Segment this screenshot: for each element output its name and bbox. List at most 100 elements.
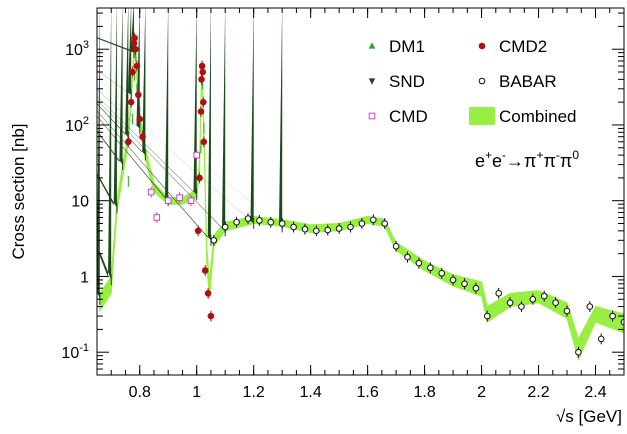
babar-point [609,312,616,320]
cmd2-point [199,68,206,76]
cmd2-point [200,98,207,106]
data-markers [97,8,624,358]
combined-band-area [99,43,624,361]
cmd-point [153,214,161,221]
combined-legend-marker [469,107,495,125]
babar-point [449,276,457,284]
babar-point [597,335,605,343]
cmd2-legend-marker [478,42,486,50]
x-tick-label: 2.2 [527,384,549,401]
legend: DM1 CMD2 SND BABAR CMD Combined [368,37,577,126]
cmd2-point [194,227,202,235]
babar-point [575,348,582,356]
x-tick-label: 1.2 [243,384,265,401]
snd-point [97,8,123,165]
babar-point [244,215,252,222]
cmd2-point [200,138,208,146]
babar-point [233,218,240,226]
babar-point [358,220,366,227]
babar-point [427,264,434,272]
babar-point [495,290,503,297]
cmd2-point [131,34,138,42]
cmd-point [187,197,195,204]
x-tick-label: 1.8 [413,384,435,401]
cmd2-point [139,133,146,140]
cmd-legend-label: CMD [389,107,428,126]
cmd2-point [135,91,142,99]
cmd2-point [207,312,215,320]
cmd2-point [197,108,205,115]
cmd2-legend-label: CMD2 [499,37,547,56]
babar-point [221,223,229,231]
babar-point [484,312,491,320]
x-tick-label: 1.6 [356,384,378,401]
y-tick-label: 10 [71,194,89,211]
babar-point [290,223,297,231]
babar-point [313,227,320,235]
cmd2-point [129,68,136,76]
x-tick-label: 2 [477,384,486,401]
babar-point [461,280,468,288]
axis-ticks: 0.8 1 1.2 1.4 1.6 1.8 2 2.2 2.4 10-1 1 10 102 103 [61,8,625,401]
snd-point [97,8,100,300]
babar-point [324,226,332,234]
cmd-point [176,194,183,201]
babar-point [540,292,548,300]
babar-point [438,270,446,277]
combined-legend-label: Combined [499,107,577,126]
babar-legend-label: BABAR [499,72,557,91]
babar-point [586,303,594,310]
babar-point [518,303,525,310]
snd-point [97,8,140,129]
y-tick-label: 103 [65,39,89,59]
cmd2-point [132,45,139,53]
x-tick-label: 2.4 [584,384,606,401]
babar-legend-marker [478,77,486,85]
y-tick-label: 1 [80,269,89,286]
cmd-legend-marker [368,112,376,120]
babar-point [563,307,571,315]
snd-point [97,8,117,209]
cmd2-point [198,76,205,83]
combined-band [99,43,624,361]
babar-point [267,218,275,226]
babar-point [415,259,423,267]
cmd2-point [201,267,209,274]
y-tick-label: 10-1 [61,342,89,362]
cmd2-point [136,115,143,123]
cmd2-point [198,62,206,70]
babar-point [404,253,411,261]
babar-point [552,299,559,307]
x-tick-label: 1 [192,384,201,401]
babar-point [210,237,218,244]
babar-point [381,220,389,227]
cmd2-point [133,62,141,70]
babar-point [301,225,309,233]
babar-point [620,318,624,326]
babar-point [506,299,514,307]
dm1-legend-label: DM1 [389,37,425,56]
plot-frame [96,7,625,376]
x-axis-label: √s [GeV] [556,407,622,426]
cmd-point [193,151,200,159]
snd-point [97,8,135,53]
cmd2-point [196,174,203,182]
cmd2-point [204,290,212,297]
babar-point [335,225,343,232]
snd-point [97,8,129,137]
babar-point [278,220,286,227]
babar-point [370,216,377,224]
babar-point [529,296,537,303]
cmd2-point [125,138,132,146]
x-tick-label: 1.4 [300,384,322,401]
snd-point [97,8,112,280]
snd-legend-marker [368,78,376,85]
snd-legend-label: SND [389,72,425,91]
babar-point [347,223,354,231]
y-tick-label: 102 [65,115,89,135]
y-axis-label: Cross section [nb] [9,123,28,259]
reaction-annotation: e+e-→π+π-π0 [475,148,579,171]
x-tick-label: 0.8 [129,384,151,401]
babar-point [392,243,400,250]
